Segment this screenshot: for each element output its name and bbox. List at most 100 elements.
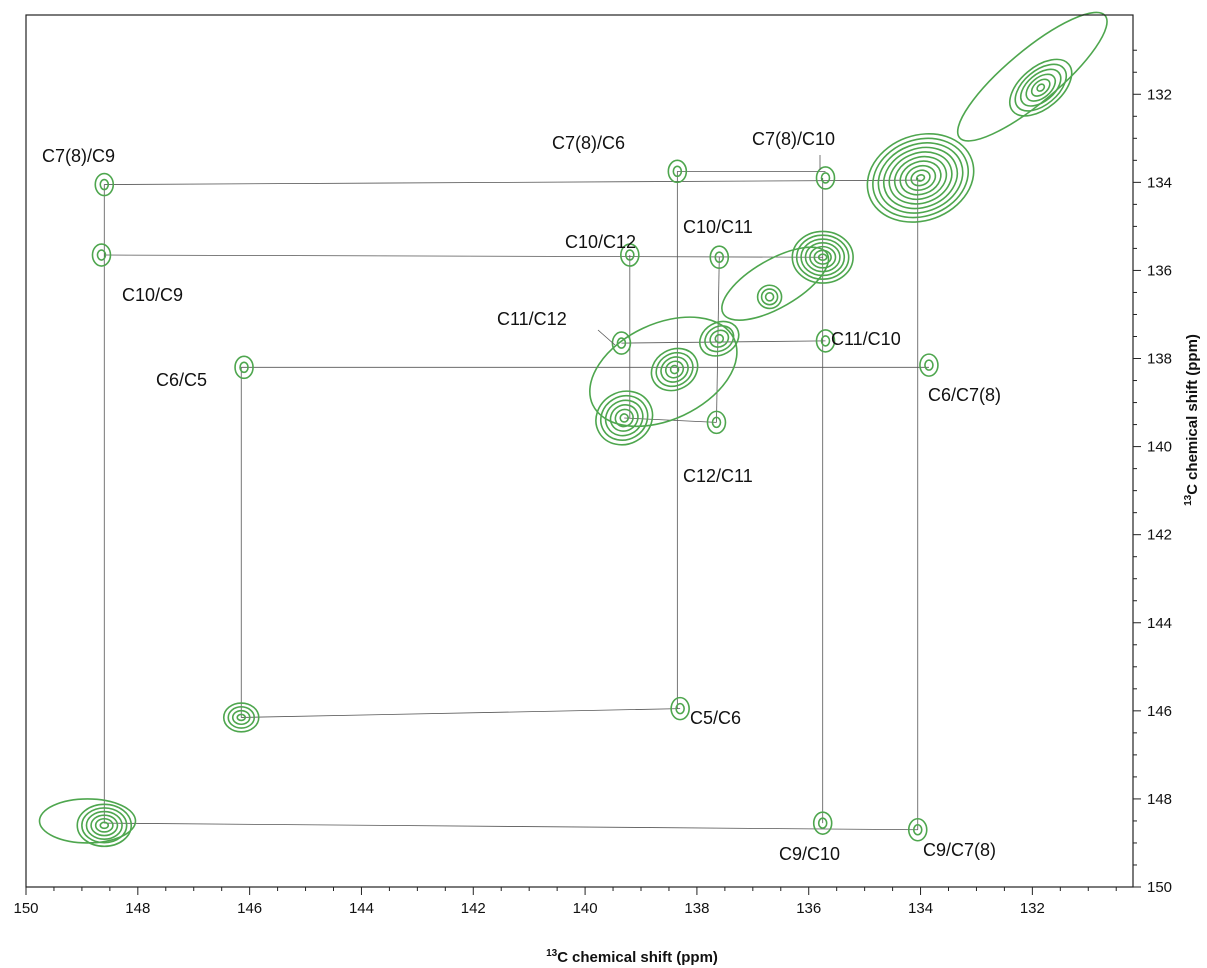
diagonal-peak-contour — [1009, 58, 1073, 117]
y-axis-title-text: chemical shift (ppm) — [1184, 334, 1201, 480]
connection-line — [104, 254, 823, 258]
diagonal-corner-outline — [38, 798, 137, 844]
x-tick-label: 146 — [237, 900, 262, 917]
diagonal-peak-contour — [1030, 78, 1051, 97]
diagonal-peak-contour — [709, 329, 730, 348]
x-axis: 150 148 146 144 142 140 138 136 134 132 — [13, 887, 1117, 917]
diagonal-peak-contour — [1019, 68, 1062, 107]
diagonal-peak-contour — [704, 325, 735, 353]
cross-peak-contour — [96, 249, 107, 261]
peak-label: C11/C12 — [497, 309, 567, 329]
connection-line — [241, 708, 681, 718]
y-tick-label: 132 — [1147, 86, 1172, 103]
y-tick-label: 144 — [1147, 615, 1172, 632]
diagonal-peak-contour — [904, 164, 937, 191]
peak-label: C10/C12 — [565, 232, 636, 252]
diagonal-peak-contour — [90, 814, 119, 837]
diagonal-peak-contour — [1036, 83, 1046, 92]
y-tick-label: 138 — [1147, 351, 1172, 368]
x-tick-label: 148 — [125, 900, 150, 917]
diagonal-bridge-outline — [721, 246, 830, 321]
diagonal-peak-contour — [893, 155, 948, 201]
diagonal-peak-contour — [227, 706, 256, 729]
diagonal-peak-contour — [650, 347, 699, 392]
diagonal-peak-contour — [1014, 63, 1067, 112]
cross-peak-contour — [815, 329, 836, 353]
peak-label: C12/C11 — [683, 466, 753, 486]
peak-label: C5/C6 — [690, 708, 741, 728]
diagonal-peak-contour — [764, 292, 775, 302]
cross-peak-contour — [812, 811, 833, 835]
y-tick-label: 148 — [1147, 791, 1172, 808]
diagonal-peak-contour — [915, 174, 926, 182]
y-axis-title-superscript: 13 — [1183, 494, 1194, 506]
diagonal-peak-contour — [99, 821, 110, 830]
y-axis-title: 13Cchemical shift (ppm) — [1183, 334, 1201, 506]
diagonal-region-outline — [589, 316, 738, 428]
cross-peak-contour — [820, 172, 831, 184]
diagonal-peak-contour — [813, 249, 832, 265]
cross-peak-contour — [625, 249, 635, 261]
cross-peak-contour — [234, 355, 254, 380]
y-axis: 132 134 136 138 140 142 144 146 148 150 — [1133, 49, 1172, 896]
diagonal-peak-contour — [669, 364, 680, 375]
connection-line — [104, 822, 918, 831]
peak-label: C6/C7(8) — [928, 385, 1001, 405]
diagonal-peak-contour — [899, 160, 942, 196]
diagonal-peak-contour — [81, 807, 128, 844]
diagonal-peak-contour — [94, 817, 114, 833]
diagonal-peak-contour — [910, 169, 931, 187]
cross-peak-contour — [91, 243, 112, 267]
peak-label: C9/C7(8) — [923, 840, 996, 860]
connection-lines-layer — [103, 170, 929, 831]
cross-peak-contour — [709, 245, 730, 270]
plot-border — [25, 14, 1134, 888]
cross-peak-contour — [94, 172, 115, 197]
cross-peak-contour — [667, 159, 688, 184]
cross-peak-contour — [714, 251, 725, 264]
peak-label: C9/C10 — [779, 844, 840, 864]
connection-line — [104, 179, 921, 185]
diagonal-peak-contour — [660, 356, 689, 383]
cross-peak-contour — [907, 817, 928, 842]
diagonal-peak-contour — [76, 803, 133, 848]
peak-label: C7(8)/C10 — [752, 129, 835, 149]
cross-peak-contour — [912, 823, 923, 836]
diagonal-tail-outline — [956, 11, 1108, 142]
x-tick-label: 144 — [349, 900, 374, 917]
y-tick-label: 146 — [1147, 703, 1172, 720]
x-axis-title-text: chemical shift (ppm) — [572, 949, 718, 966]
x-tick-label: 138 — [684, 900, 709, 917]
plot-frame — [25, 14, 1134, 888]
y-tick-label: 134 — [1147, 174, 1172, 191]
cross-peak-contour — [820, 335, 831, 347]
diagonal-peak-contour — [595, 390, 654, 446]
diagonal-peak-contour — [883, 146, 959, 210]
diagonal-peak-contour — [791, 230, 854, 284]
cross-peak-contour — [616, 337, 627, 349]
diagonal-peak-contour — [222, 702, 260, 733]
diagonal-peak-contour — [600, 394, 649, 441]
diagonal-peak-contour — [866, 133, 975, 223]
cross-peak-contour — [817, 817, 828, 829]
peak-label: C11/C10 — [831, 329, 901, 349]
diagonal-peak-contour — [655, 351, 694, 388]
diagonal-peak-contour — [760, 288, 779, 306]
cross-peak-contour — [239, 361, 249, 374]
cross-peak-contour — [711, 416, 722, 429]
cross-peak-contour — [815, 166, 836, 190]
cross-peak-contour — [99, 178, 110, 191]
cross-peak-contour — [672, 165, 683, 178]
label-leader-line — [597, 329, 616, 346]
cross-peak-contour — [670, 696, 690, 721]
y-axis-title-nucleus: C — [1184, 484, 1201, 495]
cross-peak-contour — [924, 359, 934, 371]
cross-peak-contour — [706, 410, 727, 435]
x-axis-title: 13C chemical shift (ppm) — [546, 948, 718, 966]
connection-line — [716, 257, 720, 423]
diagonal-peak-contour — [85, 810, 123, 840]
diagonal-peak-contour — [888, 151, 953, 205]
diagonal-peak-contour — [604, 399, 644, 437]
peak-label: C6/C5 — [156, 370, 207, 390]
